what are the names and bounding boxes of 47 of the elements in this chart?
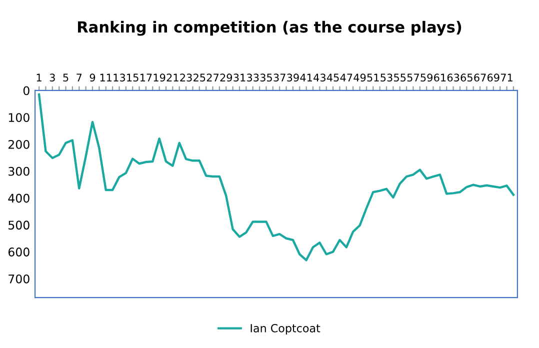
y-tick-label: 400 xyxy=(8,194,30,203)
x-tick-label: 33 xyxy=(247,74,259,82)
x-tick-label: 59 xyxy=(420,74,432,82)
x-tick-label: 11 xyxy=(100,74,112,82)
x-tick-label: 45 xyxy=(326,74,339,82)
x-tick-label: 67 xyxy=(474,74,486,82)
x-tick-label: 17 xyxy=(140,74,152,82)
x-tick-label: 51 xyxy=(367,74,379,82)
y-tick-label: 300 xyxy=(8,166,30,176)
x-tick-label: 5 xyxy=(63,74,68,82)
x-tick-label: 63 xyxy=(447,74,460,82)
x-tick-label: 43 xyxy=(314,74,326,82)
y-tick-label: 700 xyxy=(8,274,30,284)
x-tick-label: 39 xyxy=(287,74,299,82)
x-tick-label: 27 xyxy=(206,74,218,82)
x-tick-label: 19 xyxy=(154,74,166,82)
x-tick-label: 1 xyxy=(36,74,42,82)
x-tick-label: 15 xyxy=(127,74,138,82)
x-tick-label: 23 xyxy=(180,74,192,82)
x-tick-label: 55 xyxy=(394,74,406,82)
x-tick-label: 49 xyxy=(354,74,366,82)
legend-label: Ian Coptcoat xyxy=(250,324,320,335)
x-tick-label: 37 xyxy=(274,74,286,82)
x-tick-label: 47 xyxy=(340,74,352,82)
x-tick-label: 13 xyxy=(114,74,126,82)
x-tick-label: 35 xyxy=(260,74,272,82)
x-tick-label: 53 xyxy=(380,74,392,82)
x-tick-label: 61 xyxy=(434,74,446,82)
x-tick-label: 31 xyxy=(234,74,246,82)
x-tick-label: 57 xyxy=(407,74,419,82)
y-tick-label: 500 xyxy=(8,220,30,230)
x-tick-label: 41 xyxy=(300,74,312,82)
x-tick-label: 71 xyxy=(500,74,512,82)
x-tick-label: 3 xyxy=(50,74,55,82)
y-tick-label: 600 xyxy=(8,248,30,256)
line-series xyxy=(38,93,515,262)
x-tick-label: 69 xyxy=(487,74,500,82)
chart-title: Ranking in competition (as the course plays) xyxy=(78,20,462,36)
y-tick-label: 200 xyxy=(8,140,30,149)
x-tick-label: 65 xyxy=(460,74,472,82)
y-tick-label: 0 xyxy=(23,86,30,96)
x-tick-label: 7 xyxy=(76,74,82,82)
x-tick-label: 25 xyxy=(194,74,206,82)
x-tick-label: 9 xyxy=(90,74,96,82)
x-tick-label: 21 xyxy=(166,74,178,82)
x-tick-label: 29 xyxy=(220,74,232,82)
y-tick-label: 100 xyxy=(8,113,30,122)
